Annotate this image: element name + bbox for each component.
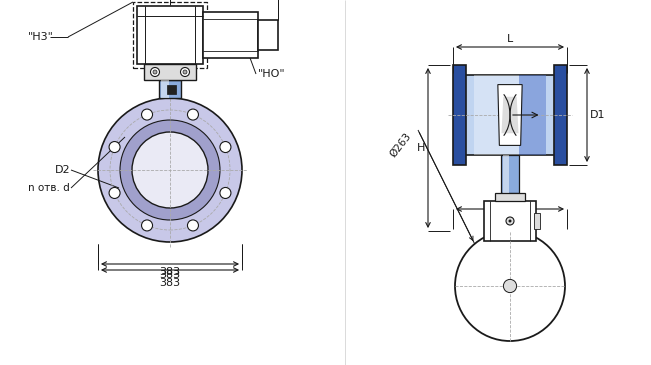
Bar [495,193,525,201]
Circle shape [187,220,199,231]
Text: L1: L1 [503,196,517,206]
Bar [484,201,536,241]
Circle shape [183,70,187,74]
Text: D2: D2 [55,165,70,175]
Bar [258,20,278,50]
Polygon shape [501,97,518,133]
Bar [203,12,258,58]
Circle shape [141,220,152,231]
Circle shape [150,68,159,77]
Circle shape [109,142,120,153]
Circle shape [120,120,220,220]
Bar [501,155,519,193]
Circle shape [508,219,512,223]
Text: H: H [417,143,425,153]
Circle shape [220,142,231,153]
Circle shape [506,217,514,225]
Bar [137,6,203,64]
Bar [519,75,546,155]
Text: Ø263: Ø263 [388,131,413,159]
Circle shape [98,98,242,242]
Circle shape [180,68,189,77]
Circle shape [109,188,120,199]
Bar [453,65,466,165]
Bar [503,155,509,193]
Bar [474,75,519,155]
Text: 383: 383 [159,270,180,280]
Text: "H3": "H3" [28,32,54,42]
Text: 383: 383 [159,278,180,288]
Circle shape [153,70,157,74]
Bar [167,85,176,94]
Text: "HO": "HO" [258,69,286,79]
Bar [161,80,169,98]
Polygon shape [498,85,522,145]
Circle shape [141,109,152,120]
Circle shape [455,231,565,341]
Bar [159,80,181,98]
Bar [465,75,555,155]
Text: 383: 383 [159,267,180,277]
Circle shape [187,109,199,120]
Text: n отв. d: n отв. d [28,183,70,193]
Bar [534,213,540,229]
Text: D1: D1 [590,110,605,120]
Circle shape [132,132,208,208]
Circle shape [220,188,231,199]
Bar [144,64,196,80]
Bar [554,65,567,165]
Bar [133,2,207,68]
Circle shape [503,279,517,293]
Text: L: L [507,34,513,44]
